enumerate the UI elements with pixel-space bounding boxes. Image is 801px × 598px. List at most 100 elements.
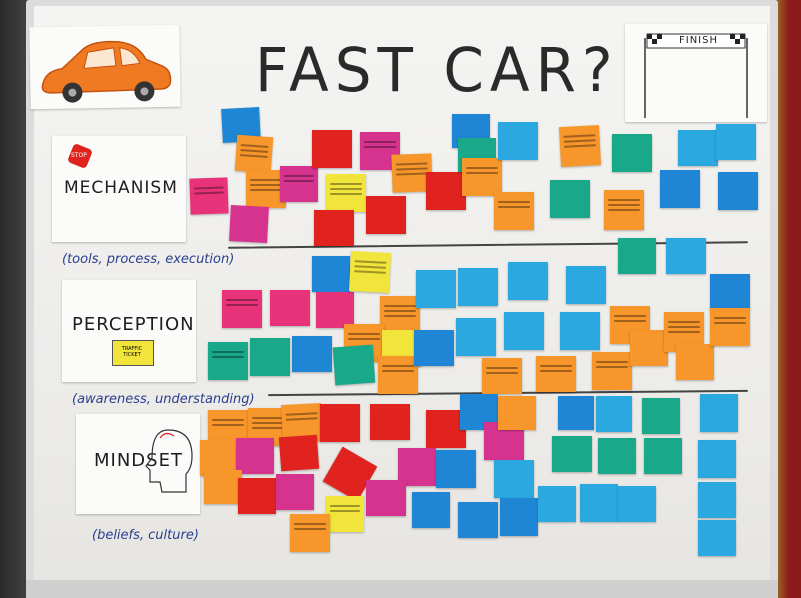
car-icon xyxy=(41,40,172,103)
sticky-note xyxy=(644,438,682,474)
sticky-note xyxy=(426,410,466,448)
mechanism-heading: MECHANISM xyxy=(64,178,178,198)
sticky-note xyxy=(710,308,750,346)
sticky-note xyxy=(462,158,502,196)
sticky-note xyxy=(536,356,576,392)
sticky-note xyxy=(494,192,534,230)
sticky-note xyxy=(238,478,276,514)
sticky-note xyxy=(292,336,332,372)
sticky-note xyxy=(278,434,320,472)
sticky-note xyxy=(326,174,366,212)
sticky-note xyxy=(189,177,229,215)
sticky-note xyxy=(566,266,606,304)
finish-line-icon xyxy=(644,33,748,118)
perception-subtitle: (awareness, understanding) xyxy=(72,392,255,407)
sticky-note xyxy=(366,480,406,516)
sticky-note xyxy=(370,404,410,440)
sticky-note xyxy=(246,170,286,208)
sticky-note xyxy=(710,274,750,310)
perception-heading: PERCEPTION xyxy=(72,314,195,335)
mechanism-card: STOP MECHANISM xyxy=(52,136,186,242)
sticky-note xyxy=(612,134,652,172)
sticky-note xyxy=(380,296,420,334)
sticky-note xyxy=(276,474,314,510)
sticky-note xyxy=(316,292,354,328)
sticky-note xyxy=(234,134,274,174)
mindset-card: MINDSET xyxy=(76,414,200,514)
marker-tray xyxy=(26,580,778,598)
sticky-note xyxy=(414,330,454,366)
sticky-note xyxy=(666,238,706,274)
sticky-note xyxy=(290,514,330,552)
sticky-note xyxy=(204,470,242,504)
sticky-note xyxy=(676,344,714,380)
sticky-note xyxy=(320,404,360,442)
sticky-note xyxy=(500,498,538,536)
sticky-note xyxy=(716,124,756,160)
car-drawing xyxy=(29,24,181,110)
traffic-ticket-text: TRAFFIC TICKET xyxy=(121,346,143,358)
sticky-note xyxy=(596,396,632,432)
sticky-note xyxy=(378,356,418,394)
sticky-note xyxy=(560,312,600,350)
sticky-note xyxy=(280,166,318,202)
sticky-note xyxy=(348,250,392,294)
finish-drawing: FINISH xyxy=(625,24,767,122)
sticky-note xyxy=(314,210,354,246)
sticky-note xyxy=(332,344,376,386)
mindset-heading: MINDSET xyxy=(94,450,183,471)
sticky-note xyxy=(678,130,718,166)
sticky-note xyxy=(426,172,466,210)
sticky-note xyxy=(618,238,656,274)
sticky-note xyxy=(592,352,632,390)
mindset-subtitle: (beliefs, culture) xyxy=(92,528,199,543)
sticky-note xyxy=(366,196,406,234)
sticky-note xyxy=(660,170,700,208)
sticky-note xyxy=(482,358,522,394)
sticky-note xyxy=(698,482,736,518)
head-profile-icon xyxy=(145,429,193,493)
sticky-note xyxy=(326,496,364,532)
sticky-note xyxy=(550,180,590,218)
board-title: FAST CAR? xyxy=(255,34,619,106)
sticky-note xyxy=(630,330,668,366)
traffic-ticket-icon xyxy=(112,340,154,366)
sticky-note xyxy=(552,436,592,472)
sticky-note xyxy=(498,396,536,430)
sticky-note xyxy=(236,438,274,474)
sticky-note xyxy=(312,256,350,292)
sticky-note xyxy=(498,122,538,160)
sticky-note xyxy=(538,486,576,522)
sticky-note xyxy=(222,290,262,328)
sticky-note xyxy=(618,486,656,522)
sticky-note xyxy=(229,205,269,243)
stop-sign-text: STOP xyxy=(71,152,87,159)
sticky-note xyxy=(642,398,680,434)
sticky-note xyxy=(494,460,534,498)
sticky-note xyxy=(508,262,548,300)
sticky-note xyxy=(604,190,644,230)
sticky-note xyxy=(250,338,290,376)
sticky-note xyxy=(208,342,248,380)
sticky-note xyxy=(436,450,476,488)
sticky-note xyxy=(598,438,636,474)
sticky-note xyxy=(270,290,310,326)
sticky-note xyxy=(458,502,498,538)
sticky-note xyxy=(700,394,738,432)
sticky-note xyxy=(558,124,602,168)
sticky-note xyxy=(698,520,736,556)
perception-card: PERCEPTION TRAFFIC TICKET xyxy=(62,280,196,382)
finish-label: FINISH xyxy=(679,35,718,46)
sticky-note xyxy=(412,492,450,528)
mechanism-subtitle: (tools, process, execution) xyxy=(62,252,235,267)
sticky-note xyxy=(416,270,456,308)
sticky-note xyxy=(558,396,594,430)
sticky-note xyxy=(458,268,498,306)
sticky-note xyxy=(504,312,544,350)
sticky-note xyxy=(580,484,618,522)
sticky-note xyxy=(398,448,436,486)
sticky-note xyxy=(698,440,736,478)
sticky-note xyxy=(456,318,496,356)
sticky-note xyxy=(718,172,758,210)
